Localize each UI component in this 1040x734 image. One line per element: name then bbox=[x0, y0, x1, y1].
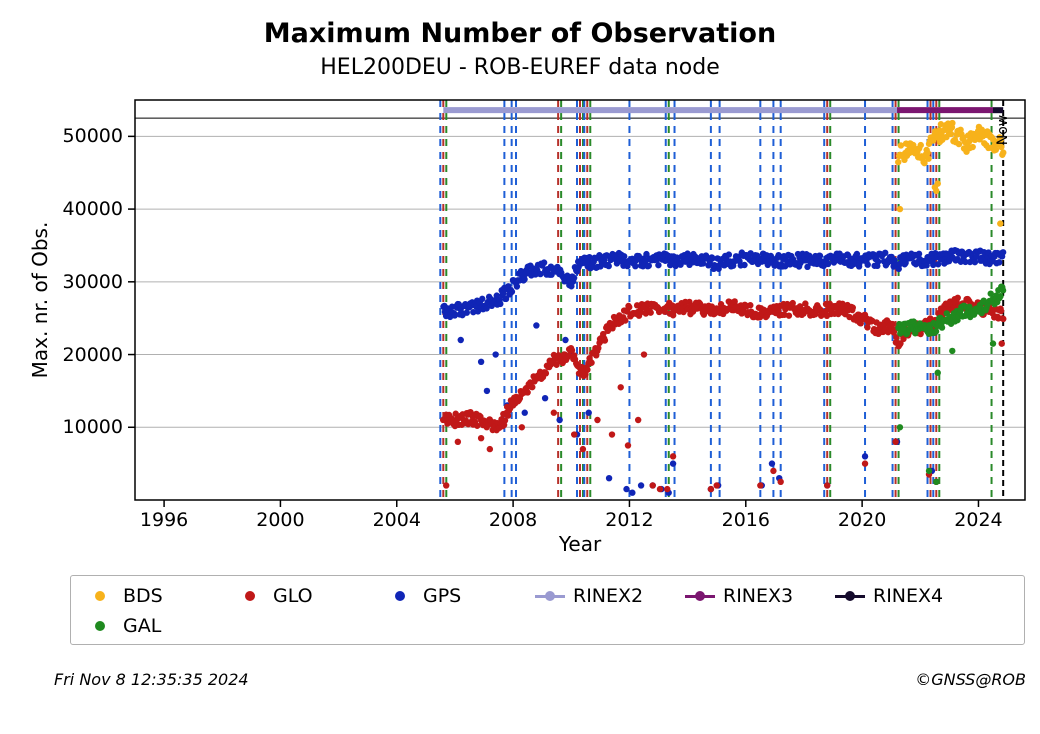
x-tick-label: 2008 bbox=[489, 509, 537, 531]
legend-item-RINEX2: RINEX2 bbox=[535, 585, 645, 607]
y-tick-label: 20000 bbox=[63, 344, 123, 366]
x-tick-label: 2000 bbox=[256, 509, 304, 531]
x-tick-label: 2024 bbox=[954, 509, 1002, 531]
legend-item-RINEX4: RINEX4 bbox=[835, 585, 945, 607]
legend-label: RINEX3 bbox=[723, 585, 793, 607]
legend-label: GPS bbox=[423, 585, 461, 607]
now-label: Now bbox=[995, 115, 1011, 146]
x-tick-label: 2012 bbox=[605, 509, 653, 531]
y-tick-label: 30000 bbox=[63, 271, 123, 293]
legend-label: GAL bbox=[123, 615, 161, 637]
y-tick-label: 40000 bbox=[63, 198, 123, 220]
legend-item-GPS: GPS bbox=[385, 585, 495, 607]
x-tick-label: 1996 bbox=[140, 509, 188, 531]
legend-label: BDS bbox=[123, 585, 163, 607]
legend-label: RINEX2 bbox=[573, 585, 643, 607]
legend: BDS GLO GPS RINEX2 RINEX3 RINEX4 GAL bbox=[70, 575, 1025, 645]
x-tick-label: 2020 bbox=[838, 509, 886, 531]
y-axis-label: Max. nr. of Obs. bbox=[28, 222, 52, 379]
y-tick-label: 10000 bbox=[63, 416, 123, 438]
legend-item-GLO: GLO bbox=[235, 585, 345, 607]
legend-label: GLO bbox=[273, 585, 313, 607]
y-tick-label: 50000 bbox=[63, 125, 123, 147]
legend-item-RINEX3: RINEX3 bbox=[685, 585, 795, 607]
series-GPS bbox=[440, 247, 1006, 496]
x-axis-label: Year bbox=[559, 532, 601, 556]
legend-item-GAL: GAL bbox=[85, 615, 195, 637]
x-tick-label: 2004 bbox=[373, 509, 421, 531]
x-tick-label: 2016 bbox=[722, 509, 770, 531]
footer-timestamp: Fri Nov 8 12:35:35 2024 bbox=[54, 670, 249, 689]
footer-copyright: ©GNSS@ROB bbox=[915, 670, 1026, 689]
legend-item-BDS: BDS bbox=[85, 585, 195, 607]
chart-container: Maximum Number of Observation HEL200DEU … bbox=[0, 0, 1040, 734]
legend-label: RINEX4 bbox=[873, 585, 943, 607]
